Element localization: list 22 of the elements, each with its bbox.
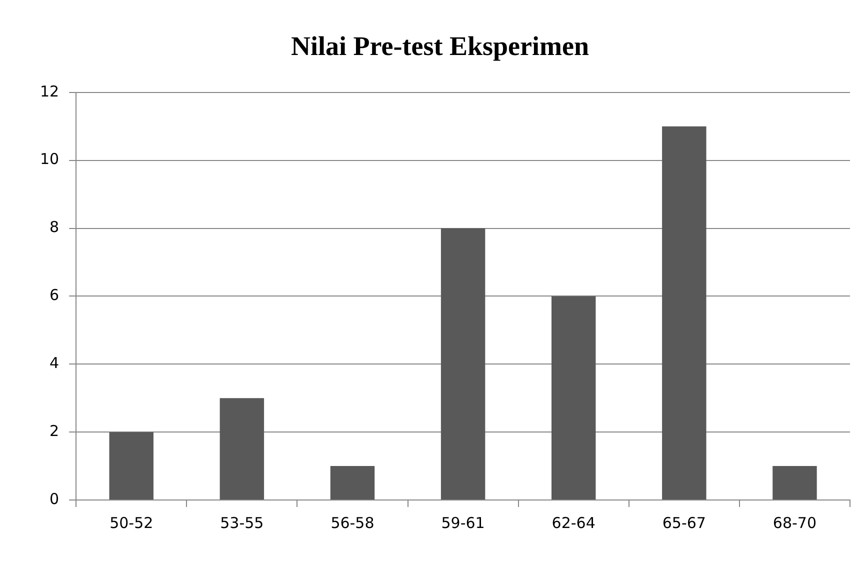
x-tick-label: 56-58 bbox=[330, 514, 374, 532]
bar bbox=[330, 466, 375, 500]
x-tick-label: 68-70 bbox=[772, 514, 817, 532]
y-tick-label: 8 bbox=[50, 218, 60, 236]
x-tick-label: 62-64 bbox=[552, 514, 596, 532]
bar bbox=[440, 228, 486, 500]
y-tick-label: 4 bbox=[50, 354, 60, 372]
bar bbox=[109, 432, 154, 500]
y-tick-label: 2 bbox=[50, 422, 60, 440]
x-tick-label: 59-61 bbox=[441, 514, 485, 532]
bar bbox=[772, 466, 817, 500]
chart-title: Nilai Pre-test Eksperimen bbox=[291, 31, 589, 62]
y-tick-label: 6 bbox=[50, 286, 60, 304]
x-tick-label: 53-55 bbox=[220, 514, 264, 532]
y-tick-label: 10 bbox=[40, 150, 60, 168]
y-tick-label: 0 bbox=[50, 490, 60, 508]
bar bbox=[662, 126, 706, 500]
x-tick-label: 50-52 bbox=[110, 514, 154, 532]
y-tick-label: 12 bbox=[40, 82, 60, 100]
bar bbox=[220, 398, 264, 500]
bar bbox=[551, 296, 596, 500]
x-tick-label: 65-67 bbox=[662, 514, 706, 532]
